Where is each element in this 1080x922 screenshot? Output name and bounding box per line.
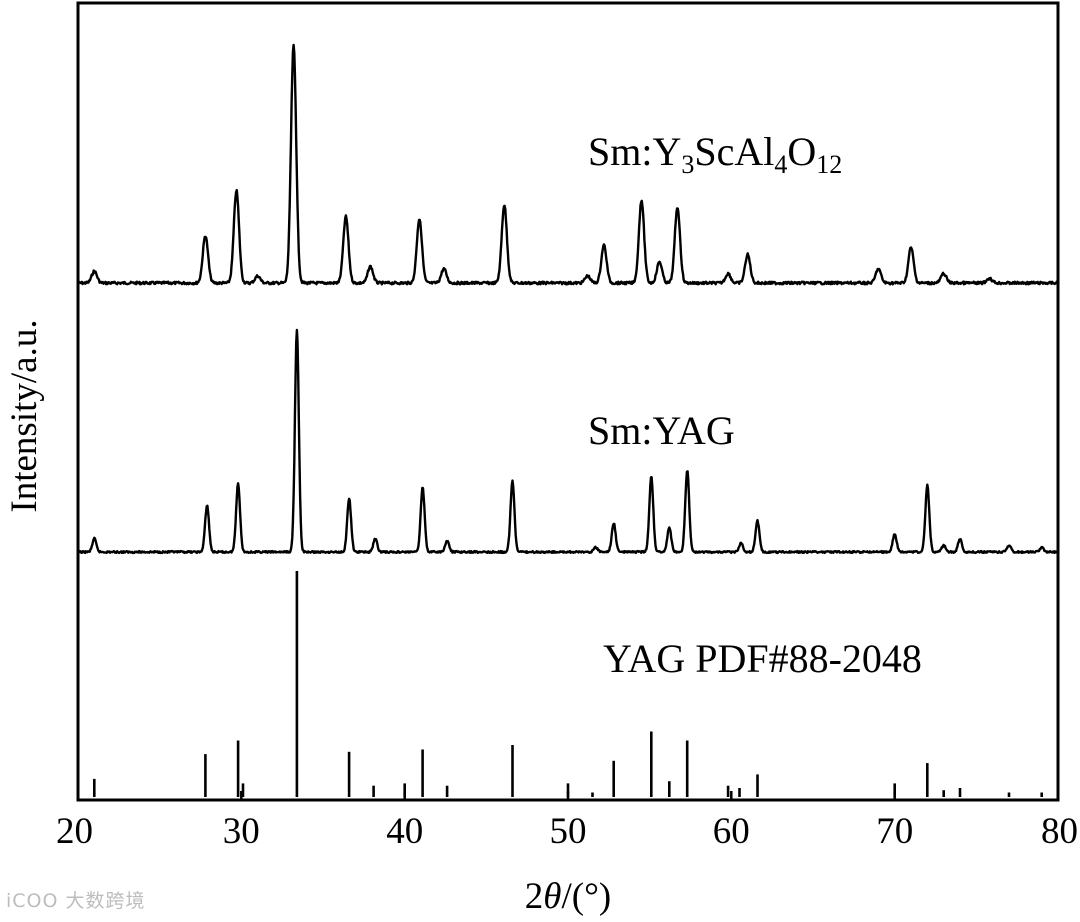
series-label-2: YAG PDF#88-2048	[603, 636, 922, 681]
x-axis-title-suffix: /(°)	[561, 876, 611, 917]
series-label-0: Sm:Y3ScAl4O12	[588, 129, 842, 179]
x-axis-title: 2θ/(°)	[525, 876, 611, 917]
x-tick-label-50: 50	[550, 811, 587, 852]
x-tick-label-40: 40	[386, 811, 423, 852]
y-axis-title: Intensity/a.u.	[4, 319, 45, 512]
watermark: iCOO 大数跨境	[6, 890, 146, 912]
x-tick-label-70: 70	[876, 811, 913, 852]
x-tick-label-60: 60	[713, 811, 750, 852]
x-tick-label-30: 30	[223, 811, 260, 852]
series-line-1	[77, 328, 1060, 555]
series-labels: Sm:Y3ScAl4O12 Sm:YAG YAG PDF#88-2048	[588, 129, 922, 681]
x-axis-title-prefix: 2	[525, 876, 544, 917]
x-axis-title-var: θ	[543, 876, 561, 917]
series-layer	[77, 43, 1060, 797]
x-ticks: 20 30 40 50 60 70 80	[56, 791, 1078, 852]
series-line-0	[77, 43, 1060, 286]
x-tick-label-20: 20	[56, 811, 93, 852]
x-tick-label-80: 80	[1041, 811, 1078, 852]
series-label-1: Sm:YAG	[588, 408, 735, 453]
